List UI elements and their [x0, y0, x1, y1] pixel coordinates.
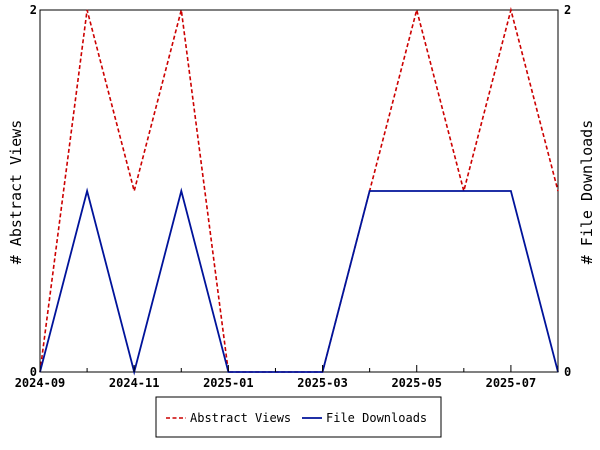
- x-tick-label: 2025-01: [203, 376, 254, 390]
- x-tick-label: 2024-09: [15, 376, 66, 390]
- y-tick-label-left: 2: [30, 3, 37, 17]
- y-tick-label-right: 2: [564, 3, 571, 17]
- x-tick-label: 2024-11: [109, 376, 160, 390]
- y-axis-title-left: # Abstract Views: [7, 120, 25, 265]
- x-tick-label: 2025-03: [297, 376, 348, 390]
- series-line-abstract-views: [39, 6, 559, 373]
- legend: Abstract Views File Downloads: [155, 396, 442, 438]
- y-axis-title-right: # File Downloads: [578, 120, 596, 265]
- legend-label: File Downloads: [326, 411, 427, 425]
- series-line-file-downloads: [39, 187, 559, 376]
- legend-box: [155, 396, 442, 438]
- legend-label: Abstract Views: [190, 411, 291, 425]
- y-tick-label-left: 0: [30, 365, 37, 379]
- x-tick-label: 2025-05: [391, 376, 442, 390]
- y-tick-label-right: 0: [564, 365, 571, 379]
- x-tick-label: 2025-07: [486, 376, 537, 390]
